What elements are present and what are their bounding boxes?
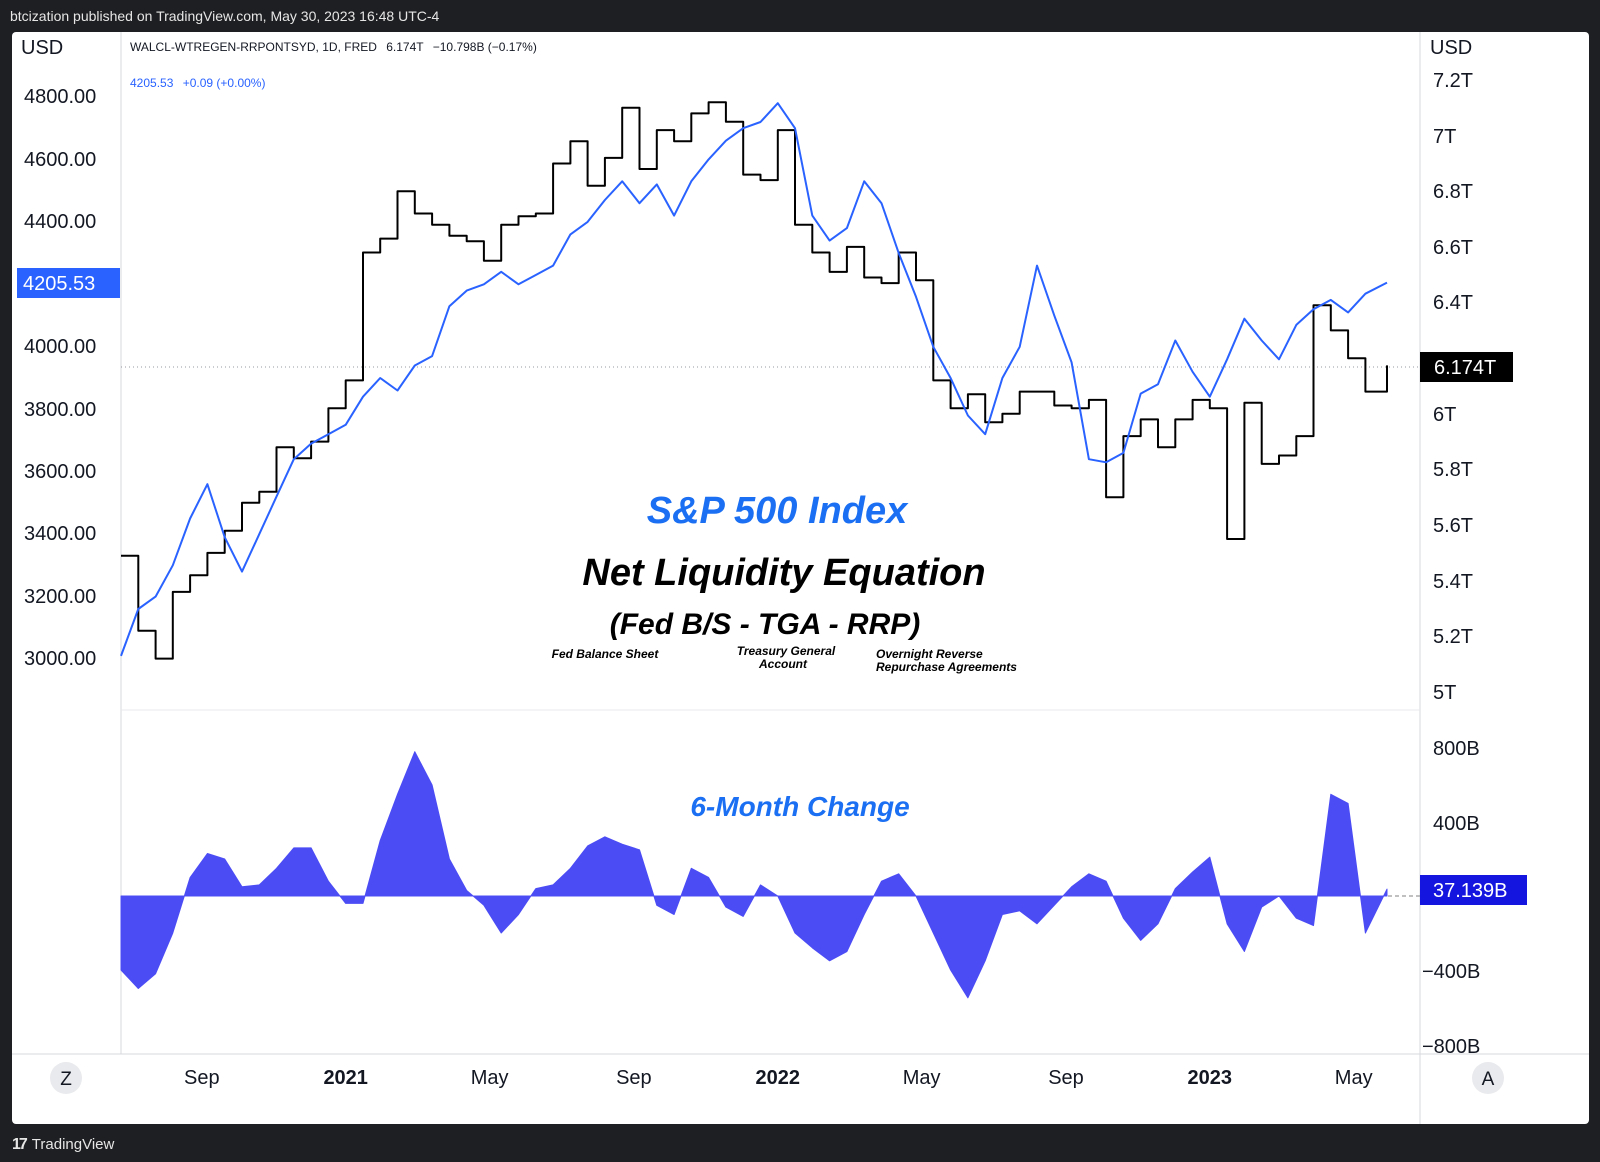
right-axis-ticks: 7.2T 7T 6.8T 6.6T 6.4T 6T 5.8T 5.6T 5.4T…	[1433, 70, 1473, 704]
change-area	[120, 751, 1388, 999]
right-tick: 5.6T	[1433, 515, 1473, 537]
left-tick: 3400.00	[24, 523, 96, 545]
publish-header: btcization published on TradingView.com,…	[0, 0, 1600, 32]
time-axis-label: 2022	[756, 1067, 801, 1089]
label-rrp-1: Overnight Reverse	[876, 647, 983, 661]
left-tick: 4000.00	[24, 336, 96, 358]
change-area-layer	[120, 751, 1388, 999]
publish-info: btcization published on TradingView.com,…	[10, 8, 440, 24]
time-axis-label: 2021	[323, 1067, 368, 1089]
time-axis-label: Sep	[184, 1067, 220, 1089]
change-tick: −800B	[1422, 1036, 1480, 1058]
left-tick: 3000.00	[24, 648, 96, 670]
legend-line2-value: 4205.53	[130, 76, 174, 90]
legend-line1-title: WALCL-WTREGEN-RRPONTSYD, 1D, FRED	[130, 40, 377, 54]
net-liquidity-layer	[121, 101, 1388, 660]
time-axis-labels[interactable]: Sep 2021 May Sep 2022 May Sep 2023 May	[184, 1067, 1373, 1089]
legend-line2: 4205.53 +0.09 (+0.00%)	[130, 76, 265, 90]
label-fed-balance-sheet: Fed Balance Sheet	[552, 647, 660, 661]
legend-line1-value: 6.174T	[386, 40, 424, 54]
label-tga-1: Treasury General	[737, 644, 836, 658]
legend-line1-change: −10.798B (−0.17%)	[433, 40, 537, 54]
change-axis-ticks: 800B 400B −400B −800B	[1422, 738, 1480, 1058]
left-tick: 3800.00	[24, 399, 96, 421]
chart-panel[interactable]: USD USD WALCL-WTREGEN-RRPONTSYD, 1D, FRE…	[12, 32, 1589, 1124]
zoom-reset-label: Z	[60, 1069, 72, 1090]
legend-line1: WALCL-WTREGEN-RRPONTSYD, 1D, FRED 6.174T…	[130, 40, 537, 54]
tradingview-logo-icon: 17	[12, 1136, 28, 1153]
time-axis-label: Sep	[1048, 1067, 1084, 1089]
title-net-liquidity: Net Liquidity Equation	[582, 552, 985, 594]
brand-label: TradingView	[31, 1136, 115, 1153]
change-last-value-box	[1420, 875, 1527, 905]
time-axis-label: 2023	[1188, 1067, 1233, 1089]
title-sp500: S&P 500 Index	[647, 490, 909, 532]
left-axis-unit: USD	[21, 37, 63, 59]
legend[interactable]: WALCL-WTREGEN-RRPONTSYD, 1D, FRED 6.174T…	[130, 40, 537, 90]
time-axis-label: Sep	[616, 1067, 652, 1089]
left-axis-ticks: 4800.00 4600.00 4400.00 4000.00 3800.00 …	[24, 86, 96, 670]
right-last-value: 6.174T	[1434, 357, 1496, 379]
left-tick: 3600.00	[24, 461, 96, 483]
legend-line2-change: +0.09 (+0.00%)	[183, 76, 266, 90]
auto-scale-label: A	[1482, 1069, 1495, 1090]
label-tga-2: Account	[758, 657, 808, 671]
right-tick: 6.6T	[1433, 237, 1473, 259]
net-liquidity-line	[121, 101, 1388, 660]
spx-line	[120, 102, 1388, 657]
footer: 17 TradingView	[0, 1128, 1600, 1162]
change-tick: −400B	[1422, 961, 1480, 983]
time-axis-label: May	[471, 1067, 509, 1089]
right-axis-unit: USD	[1430, 37, 1472, 59]
right-tick: 6T	[1433, 404, 1456, 426]
zoom-reset-button[interactable]	[50, 1062, 82, 1094]
left-tick: 3200.00	[24, 586, 96, 608]
time-axis-label: May	[903, 1067, 941, 1089]
change-tick: 400B	[1433, 813, 1480, 835]
right-tick: 5.8T	[1433, 459, 1473, 481]
right-tick: 7T	[1433, 126, 1456, 148]
title-6-month-change: 6-Month Change	[690, 791, 909, 822]
chart-svg[interactable]: USD USD WALCL-WTREGEN-RRPONTSYD, 1D, FRE…	[12, 32, 1589, 1124]
formula: (Fed B/S - TGA - RRP)	[610, 608, 921, 641]
change-tick: 800B	[1433, 738, 1480, 760]
time-axis-label: May	[1335, 1067, 1373, 1089]
right-tick: 6.4T	[1433, 292, 1473, 314]
label-rrp-2: Repurchase Agreements	[876, 660, 1017, 674]
right-tick: 5.4T	[1433, 571, 1473, 593]
right-last-value-box	[1420, 352, 1513, 382]
left-last-value: 4205.53	[23, 273, 95, 295]
spx-layer	[120, 102, 1388, 657]
left-tick: 4800.00	[24, 86, 96, 108]
left-tick: 4600.00	[24, 149, 96, 171]
right-tick: 7.2T	[1433, 70, 1473, 92]
brand[interactable]: 17 TradingView	[12, 1128, 114, 1162]
right-tick: 5.2T	[1433, 626, 1473, 648]
auto-scale-button[interactable]	[1472, 1062, 1504, 1094]
left-last-value-box	[17, 268, 120, 298]
right-tick: 5T	[1433, 682, 1456, 704]
right-tick: 6.8T	[1433, 181, 1473, 203]
change-last-value: 37.139B	[1433, 880, 1508, 902]
left-tick: 4400.00	[24, 211, 96, 233]
